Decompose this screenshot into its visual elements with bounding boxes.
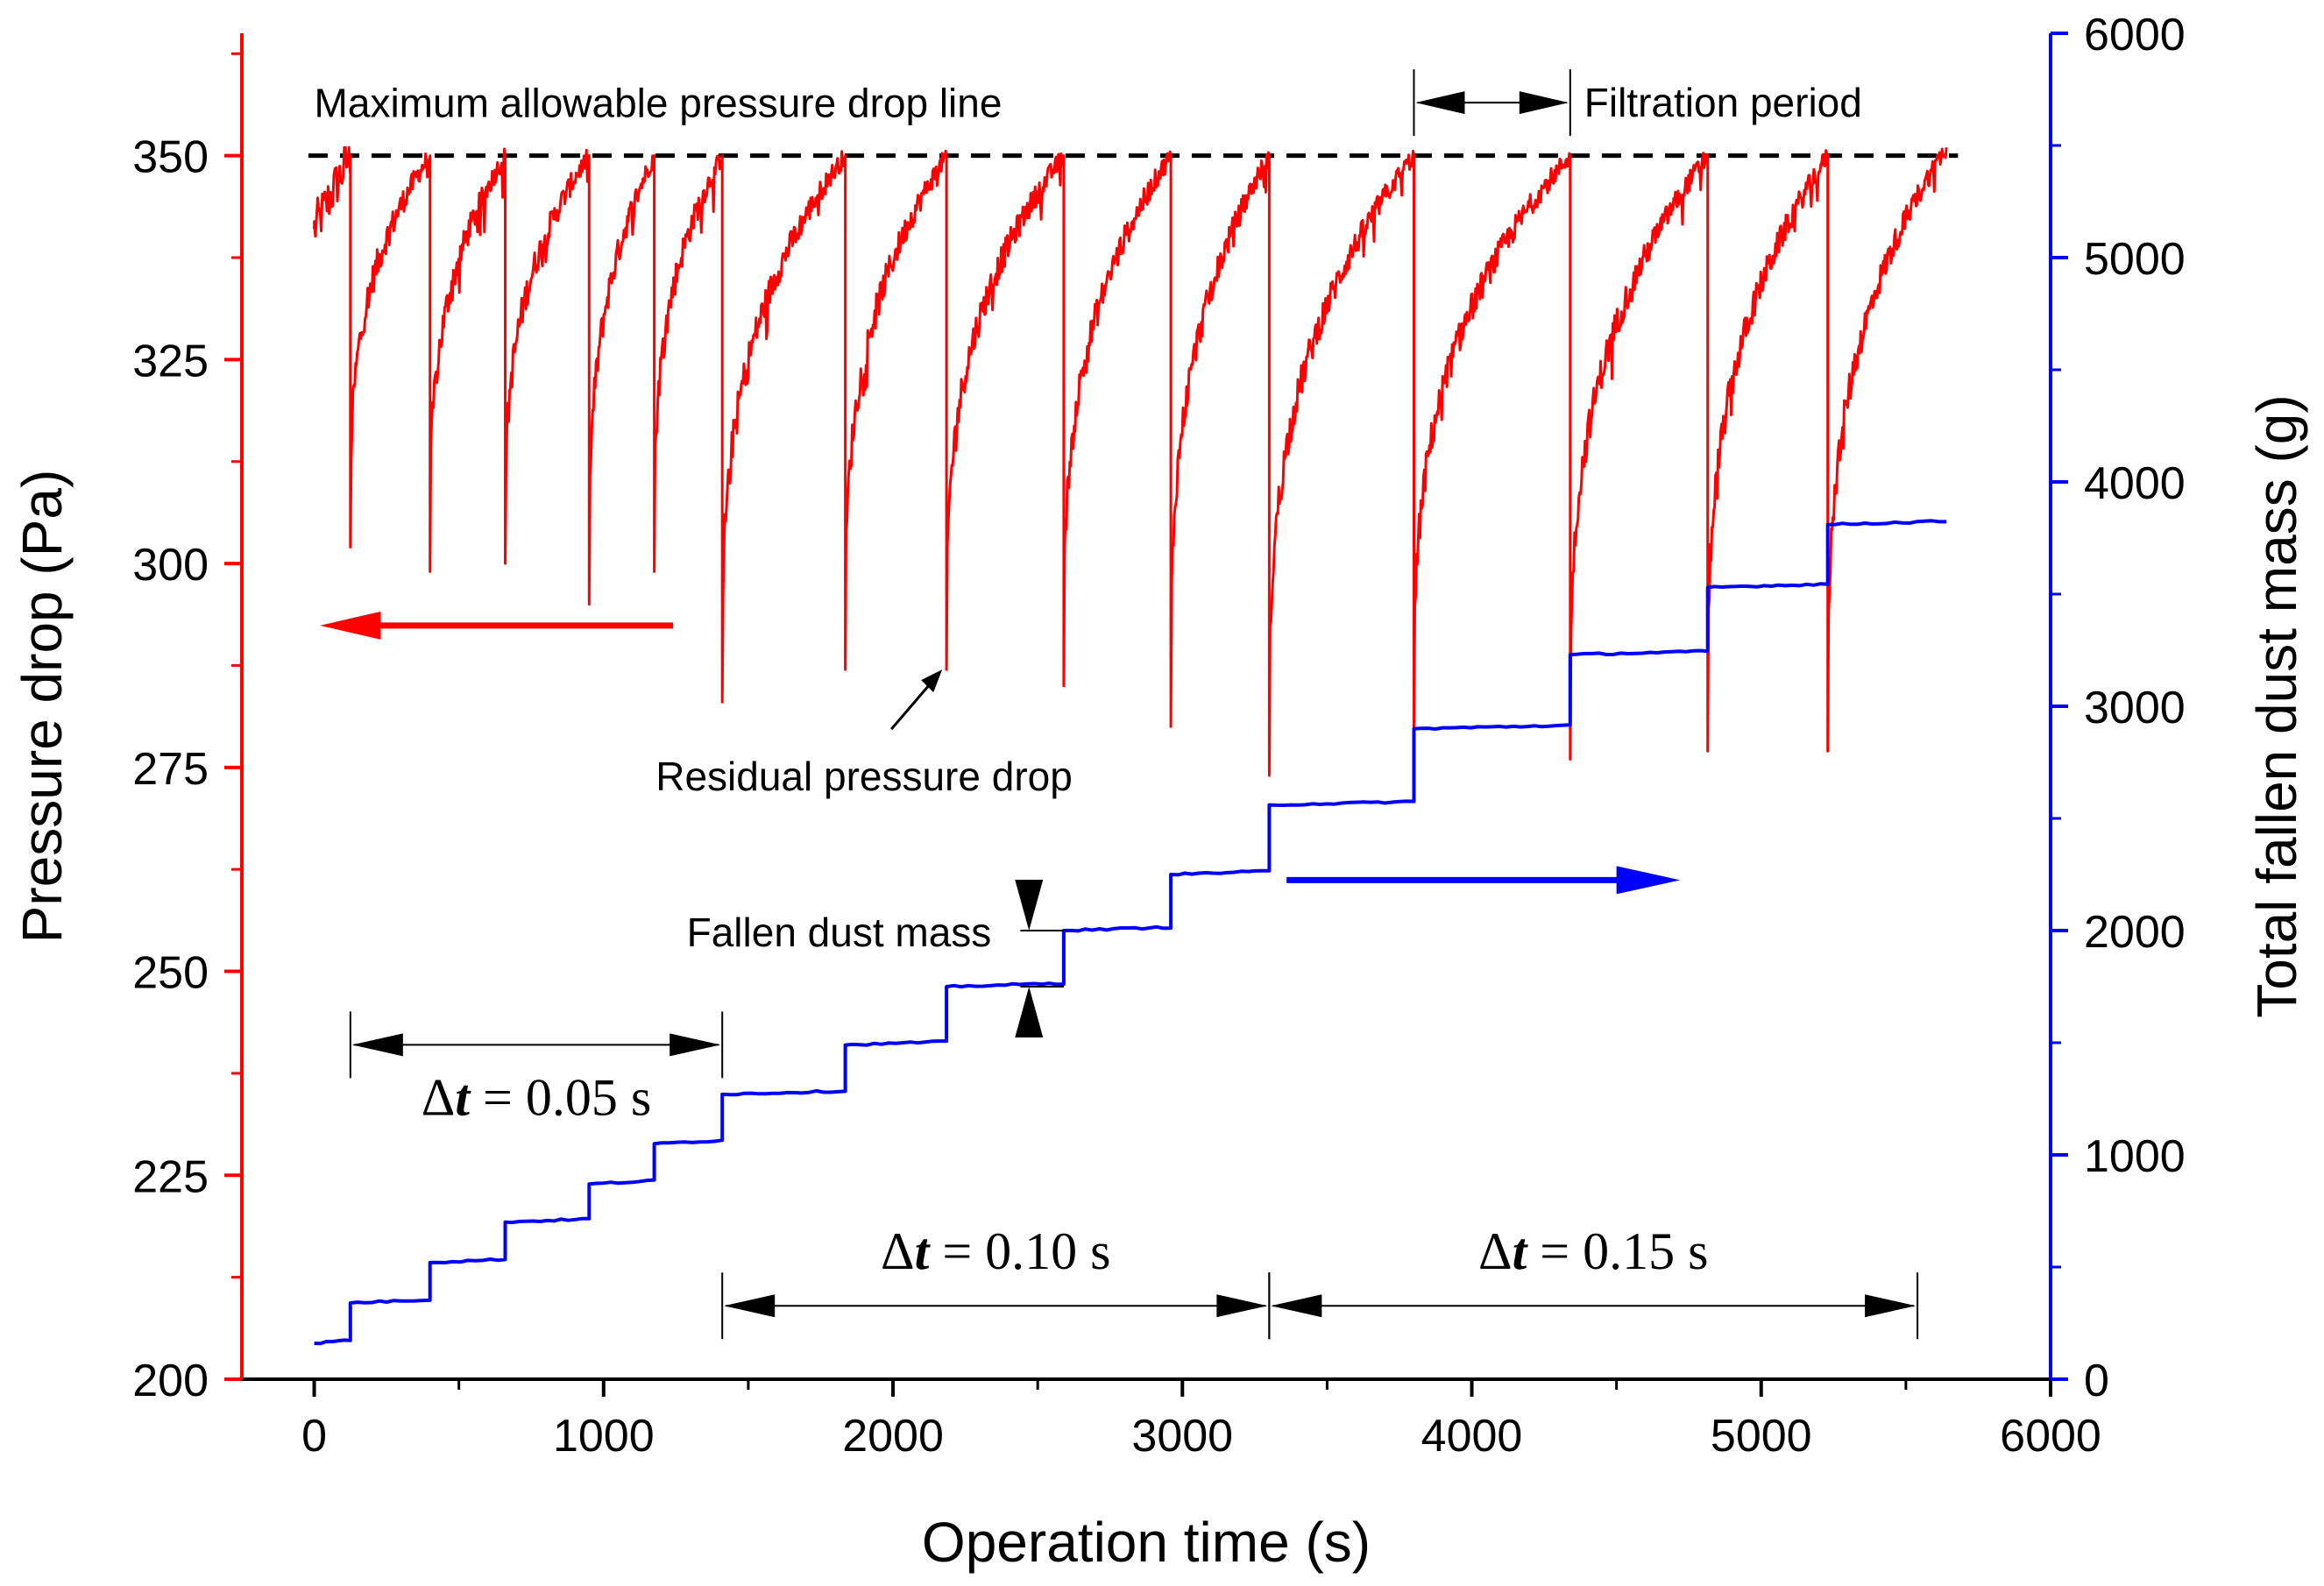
dust-mass-series [314,519,1947,1346]
interval-3-arrowhead-right [1865,1294,1917,1318]
y-left-tick-label: 275 [132,744,209,795]
x-tick-label: 4000 [1421,1411,1523,1462]
residual-arrowhead [921,669,943,693]
residual-arrow-line [890,679,935,731]
interval-2-arrowhead-left [724,1294,776,1318]
interval-label-1-delta: Δ [422,1068,456,1126]
y-right-axis-title: Total fallen dust mass (g) [2245,394,2308,1017]
y-left-tick-label: 325 [132,336,209,386]
x-tick-label: 3000 [1131,1411,1233,1462]
mass-axis-arrowhead [1616,866,1681,895]
filtration-arrowhead-right [1519,91,1569,115]
dust-mass-arrowhead-down [1015,880,1044,931]
interval-label-3-delta: Δ [1478,1222,1513,1280]
y-right-tick-label: 5000 [2084,234,2186,285]
x-tick-label: 2000 [842,1411,944,1462]
y-left-tick-label: 250 [132,948,209,999]
y-left-tick-label: 350 [132,132,209,183]
y-left-tick-label: 225 [132,1151,209,1202]
interval-1-arrowhead-right [670,1033,721,1057]
interval-1-arrowhead-left [351,1033,403,1057]
y-right-tick-label: 4000 [2084,458,2186,509]
x-tick-label: 5000 [1711,1411,1812,1462]
y-left-axis-title: Pressure drop (Pa) [11,470,74,944]
interval-label-2-delta: Δ [881,1222,915,1280]
pressure-drop-series [313,145,1948,777]
series-group [313,145,1948,1346]
interval-label-1-var: t [455,1068,471,1126]
annotations-group [320,69,1919,1340]
filtration-period-label: Filtration period [1584,80,1862,125]
interval-3-arrowhead-left [1271,1294,1322,1318]
interval-label-1: Δt = 0.05 s [422,1068,651,1126]
interval-label-3-rest: = 0.15 s [1527,1222,1708,1280]
filtration-arrowhead-left [1415,91,1465,115]
residual-pressure-drop-label: Residual pressure drop [655,754,1073,799]
interval-label-3: Δt = 0.15 s [1478,1222,1708,1280]
reference-line-label: Maximum allowable pressure drop line [315,81,1003,126]
x-tick-label: 6000 [2000,1411,2101,1462]
interval-label-1-rest: = 0.05 s [470,1068,651,1126]
y-right-tick-label: 2000 [2084,907,2186,958]
y-left-tick-label: 300 [132,540,209,591]
x-axis-title: Operation time (s) [922,1511,1371,1574]
y-right-tick-label: 3000 [2084,683,2186,733]
y-right-tick-label: 6000 [2084,10,2186,60]
axes-group: 0 1000 2000 3000 4000 5000 6000200225250275300… [132,10,2185,1462]
y-right-tick-label: 0 [2084,1356,2109,1406]
interval-2-arrowhead-right [1216,1294,1268,1318]
interval-label-2: Δt = 0.10 s [881,1222,1110,1280]
fallen-dust-mass-label: Fallen dust mass [687,910,992,955]
pressure-axis-arrowhead [320,611,381,640]
y-left-tick-label: 200 [132,1356,209,1406]
x-tick-label: 1000 [553,1411,655,1462]
dust-mass-arrowhead-up [1015,987,1044,1037]
interval-label-3-var: t [1513,1222,1529,1280]
y-right-tick-label: 1000 [2084,1131,2186,1182]
x-tick-label: 0 [301,1411,327,1462]
interval-label-2-rest: = 0.10 s [929,1222,1110,1280]
interval-label-2-var: t [915,1222,932,1280]
